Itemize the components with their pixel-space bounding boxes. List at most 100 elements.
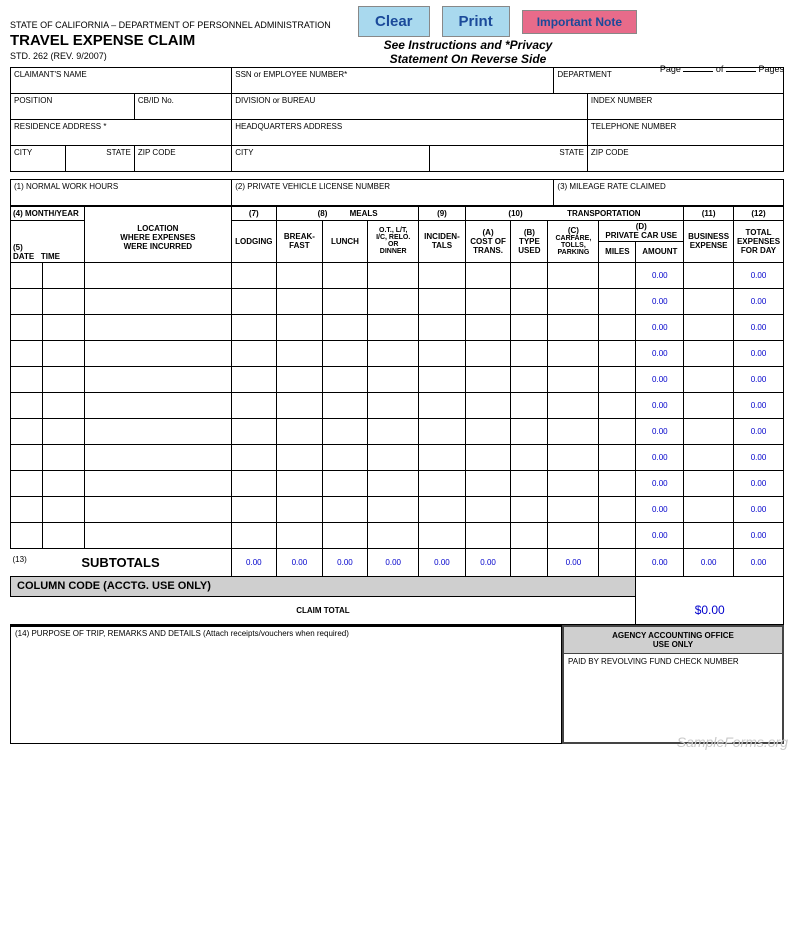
- field-claimant-name[interactable]: CLAIMANT'S NAME: [11, 68, 232, 94]
- expense-cell[interactable]: 0.00: [636, 470, 684, 496]
- field-telephone[interactable]: TELEPHONE NUMBER: [587, 120, 783, 146]
- expense-row[interactable]: 0.000.00: [11, 262, 784, 288]
- expense-cell[interactable]: [511, 262, 548, 288]
- expense-cell[interactable]: [599, 262, 636, 288]
- expense-cell[interactable]: [322, 444, 368, 470]
- expense-cell[interactable]: [465, 340, 511, 366]
- expense-cell[interactable]: [511, 366, 548, 392]
- expense-cell[interactable]: [231, 314, 277, 340]
- expense-cell[interactable]: [684, 418, 734, 444]
- expense-cell[interactable]: [465, 366, 511, 392]
- expense-cell[interactable]: [277, 314, 323, 340]
- expense-cell[interactable]: [368, 314, 419, 340]
- expense-cell[interactable]: [368, 392, 419, 418]
- print-button[interactable]: Print: [442, 6, 510, 37]
- expense-cell[interactable]: 0.00: [734, 288, 784, 314]
- field-city-2[interactable]: CITY: [232, 146, 430, 172]
- expense-cell[interactable]: [511, 444, 548, 470]
- expense-cell[interactable]: [42, 314, 84, 340]
- expense-cell[interactable]: [231, 444, 277, 470]
- expense-cell[interactable]: [599, 522, 636, 548]
- expense-cell[interactable]: [231, 522, 277, 548]
- field-normal-hours[interactable]: (1) NORMAL WORK HOURS: [11, 180, 232, 206]
- expense-cell[interactable]: [42, 522, 84, 548]
- expense-cell[interactable]: [465, 444, 511, 470]
- expense-cell[interactable]: [277, 470, 323, 496]
- expense-cell[interactable]: [368, 262, 419, 288]
- expense-cell[interactable]: [465, 470, 511, 496]
- expense-cell[interactable]: [11, 470, 43, 496]
- field-index[interactable]: INDEX NUMBER: [587, 94, 783, 120]
- expense-cell[interactable]: 0.00: [636, 314, 684, 340]
- expense-cell[interactable]: [85, 314, 231, 340]
- expense-cell[interactable]: [465, 288, 511, 314]
- expense-cell[interactable]: [42, 340, 84, 366]
- expense-row[interactable]: 0.000.00: [11, 496, 784, 522]
- expense-cell[interactable]: [599, 444, 636, 470]
- expense-cell[interactable]: [42, 366, 84, 392]
- expense-cell[interactable]: [548, 496, 599, 522]
- expense-cell[interactable]: [85, 444, 231, 470]
- expense-cell[interactable]: [548, 392, 599, 418]
- expense-cell[interactable]: [465, 392, 511, 418]
- expense-cell[interactable]: [11, 288, 43, 314]
- expense-cell[interactable]: [11, 314, 43, 340]
- field-ssn[interactable]: SSN or EMPLOYEE NUMBER*: [232, 68, 554, 94]
- expense-cell[interactable]: [11, 522, 43, 548]
- expense-cell[interactable]: [419, 340, 466, 366]
- expense-cell[interactable]: [548, 366, 599, 392]
- purpose-of-trip-box[interactable]: (14) PURPOSE OF TRIP, REMARKS AND DETAIL…: [10, 625, 562, 744]
- expense-cell[interactable]: [419, 418, 466, 444]
- expense-cell[interactable]: 0.00: [636, 366, 684, 392]
- expense-cell[interactable]: [322, 418, 368, 444]
- clear-button[interactable]: Clear: [358, 6, 430, 37]
- expense-row[interactable]: 0.000.00: [11, 444, 784, 470]
- expense-cell[interactable]: [419, 444, 466, 470]
- expense-cell[interactable]: [548, 444, 599, 470]
- expense-cell[interactable]: [231, 262, 277, 288]
- expense-cell[interactable]: [277, 366, 323, 392]
- expense-cell[interactable]: [11, 418, 43, 444]
- expense-cell[interactable]: [231, 340, 277, 366]
- field-mileage-rate[interactable]: (3) MILEAGE RATE CLAIMED: [554, 180, 784, 206]
- expense-cell[interactable]: [42, 444, 84, 470]
- expense-cell[interactable]: [85, 262, 231, 288]
- expense-cell[interactable]: [599, 470, 636, 496]
- expense-cell[interactable]: [684, 444, 734, 470]
- expense-cell[interactable]: [599, 496, 636, 522]
- expense-cell[interactable]: [368, 444, 419, 470]
- expense-cell[interactable]: [42, 392, 84, 418]
- expense-cell[interactable]: 0.00: [734, 340, 784, 366]
- expense-cell[interactable]: [465, 418, 511, 444]
- expense-cell[interactable]: [368, 470, 419, 496]
- expense-cell[interactable]: [11, 340, 43, 366]
- expense-cell[interactable]: [419, 366, 466, 392]
- important-note-button[interactable]: Important Note: [522, 10, 637, 34]
- expense-row[interactable]: 0.000.00: [11, 392, 784, 418]
- expense-cell[interactable]: [548, 522, 599, 548]
- expense-cell[interactable]: [465, 496, 511, 522]
- expense-cell[interactable]: [231, 496, 277, 522]
- revolving-fund-field[interactable]: PAID BY REVOLVING FUND CHECK NUMBER: [564, 654, 782, 669]
- expense-cell[interactable]: [511, 340, 548, 366]
- expense-cell[interactable]: [368, 366, 419, 392]
- expense-row[interactable]: 0.000.00: [11, 288, 784, 314]
- expense-cell[interactable]: [511, 522, 548, 548]
- expense-cell[interactable]: [684, 522, 734, 548]
- expense-row[interactable]: 0.000.00: [11, 366, 784, 392]
- expense-cell[interactable]: [277, 288, 323, 314]
- field-position[interactable]: POSITION: [11, 94, 135, 120]
- expense-cell[interactable]: [684, 496, 734, 522]
- expense-cell[interactable]: [277, 418, 323, 444]
- expense-cell[interactable]: [368, 340, 419, 366]
- expense-cell[interactable]: [511, 418, 548, 444]
- expense-cell[interactable]: 0.00: [734, 262, 784, 288]
- expense-cell[interactable]: 0.00: [636, 496, 684, 522]
- expense-cell[interactable]: [277, 392, 323, 418]
- expense-cell[interactable]: [548, 418, 599, 444]
- expense-cell[interactable]: 0.00: [734, 444, 784, 470]
- expense-cell[interactable]: [419, 496, 466, 522]
- expense-cell[interactable]: [85, 418, 231, 444]
- expense-cell[interactable]: [85, 522, 231, 548]
- expense-cell[interactable]: [322, 470, 368, 496]
